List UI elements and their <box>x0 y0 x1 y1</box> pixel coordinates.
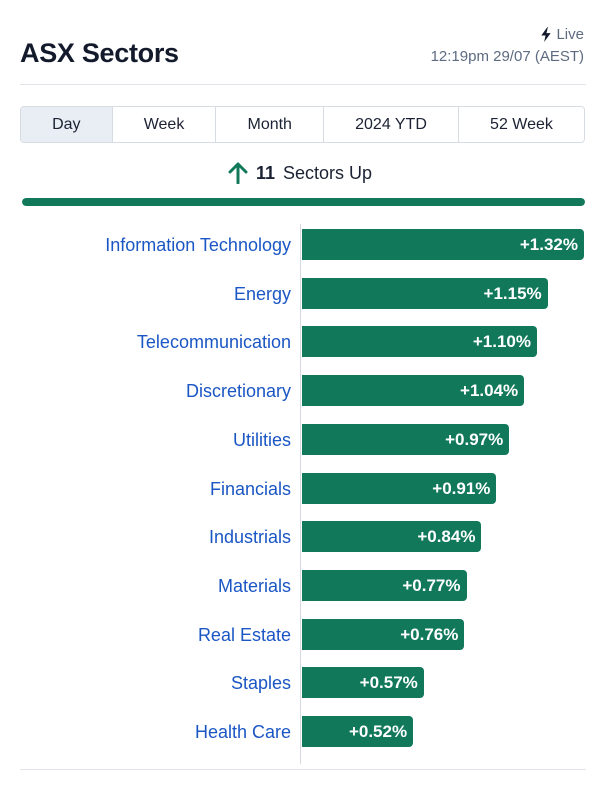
sector-change-value: +0.77% <box>402 575 461 595</box>
tab-ytd[interactable]: 2024 YTD <box>324 107 459 142</box>
sectors-up-fill <box>22 198 585 206</box>
sector-label[interactable]: Industrials <box>208 527 291 548</box>
sector-row-industrials: Industrials +0.84% <box>0 521 600 553</box>
tab-week[interactable]: Week <box>112 107 217 142</box>
sector-bar <box>302 716 414 747</box>
sector-change-value: +0.84% <box>417 527 476 547</box>
sector-bar <box>302 326 537 358</box>
sector-bar <box>302 229 584 260</box>
sector-row-real-estate: Real Estate +0.76% <box>0 618 600 651</box>
axis-line <box>300 224 301 764</box>
sector-label[interactable]: Discretionary <box>185 381 291 402</box>
divider <box>20 84 586 85</box>
sector-change-value: +1.32% <box>519 235 578 254</box>
sector-bar <box>302 423 510 455</box>
sector-bar <box>302 277 548 309</box>
tab-day[interactable]: Day <box>21 107 113 142</box>
sector-label[interactable]: Telecommunication <box>136 332 291 353</box>
sector-label[interactable]: Energy <box>233 283 291 304</box>
sector-change-value: +1.10% <box>472 332 531 352</box>
sector-label[interactable]: Information Technology <box>105 235 291 255</box>
sector-label[interactable]: Financials <box>209 478 291 499</box>
header: ASX Sectors Live 12:19pm 29/07 (AEST) <box>20 26 586 86</box>
sector-label[interactable]: Real Estate <box>197 624 291 645</box>
sector-label[interactable]: Materials <box>217 575 291 596</box>
arrow-up-icon <box>228 162 248 184</box>
sector-row-staples: Staples +0.57% <box>0 667 600 699</box>
sector-change-value: +0.52% <box>348 722 408 741</box>
sector-bar <box>302 618 465 650</box>
sector-row-financials: Financials +0.91% <box>0 472 600 505</box>
sectors-summary: 11 Sectors Up <box>0 162 600 184</box>
period-tabs: Day Week Month 2024 YTD 52 Week <box>20 106 585 143</box>
sectors-up-count: 11 <box>255 162 275 183</box>
timestamp: 12:19pm 29/07 (AEST) <box>430 48 584 65</box>
sector-row-health-care: Health Care +0.52% <box>0 716 600 748</box>
sector-change-value: +0.57% <box>359 673 418 693</box>
sector-row-information-technology: Information Technology +1.32% <box>0 229 600 261</box>
sectors-up-text: Sectors Up <box>282 162 373 183</box>
live-label: Live <box>556 26 584 43</box>
tab-52-week[interactable]: 52 Week <box>458 107 584 142</box>
sector-row-energy: Energy +1.15% <box>0 277 600 310</box>
sector-row-telecommunication: Telecommunication +1.10% <box>0 326 600 358</box>
sector-label[interactable]: Utilities <box>232 429 291 450</box>
sector-change-value: +1.15% <box>483 283 542 303</box>
sector-chart: Information Technology +1.32% Energy +1.15%… <box>0 224 600 764</box>
sector-row-materials: Materials +0.77% <box>0 569 600 602</box>
sector-change-value: +0.97% <box>445 429 504 449</box>
live-indicator: Live <box>540 26 584 43</box>
sector-bar <box>302 472 497 504</box>
sector-change-value: +1.04% <box>460 381 519 401</box>
bolt-icon <box>541 27 552 42</box>
sector-change-value: +0.91% <box>432 478 491 498</box>
sectors-up-bar <box>22 198 585 206</box>
sector-bar <box>302 667 424 699</box>
divider <box>20 769 586 770</box>
sector-change-value: +0.76% <box>400 624 459 644</box>
sector-label[interactable]: Staples <box>230 673 291 694</box>
sector-row-discretionary: Discretionary +1.04% <box>0 375 600 407</box>
sector-bar <box>302 521 482 553</box>
sector-label[interactable]: Health Care <box>194 722 291 742</box>
sector-bar <box>302 375 525 407</box>
sector-bar <box>302 569 467 601</box>
sector-row-utilities: Utilities +0.97% <box>0 423 600 456</box>
page-title: ASX Sectors <box>20 38 179 68</box>
tab-month[interactable]: Month <box>216 107 325 142</box>
